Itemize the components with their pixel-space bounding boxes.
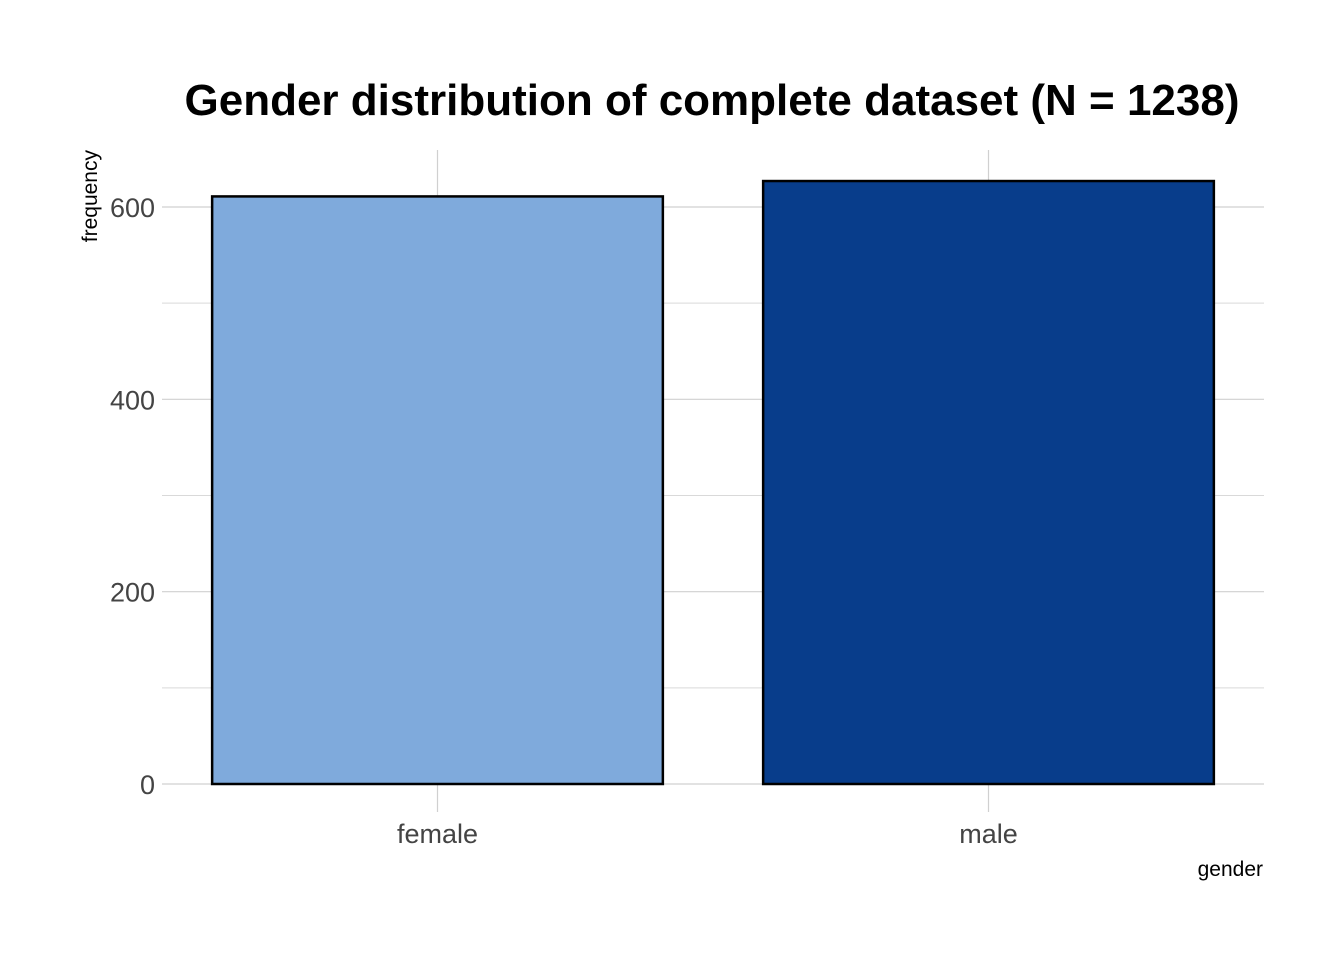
bar-male (761, 179, 1216, 786)
y-tick-label: 200 (110, 578, 155, 608)
x-axis-title: gender (1198, 858, 1263, 881)
x-tick-label-female: female (397, 819, 478, 849)
y-tick-label: 400 (110, 385, 155, 415)
y-tick-label: 600 (110, 193, 155, 223)
y-axis-ticks: 0 200 400 600 (110, 193, 155, 800)
y-axis-title: frequency (79, 150, 102, 243)
y-tick-label: 0 (140, 770, 155, 800)
x-axis-ticks: female male (397, 819, 1018, 849)
x-tick-label-male: male (959, 819, 1018, 849)
bars (210, 179, 1216, 786)
chart-title: Gender distribution of complete dataset … (185, 76, 1240, 125)
bar-female (210, 195, 665, 786)
